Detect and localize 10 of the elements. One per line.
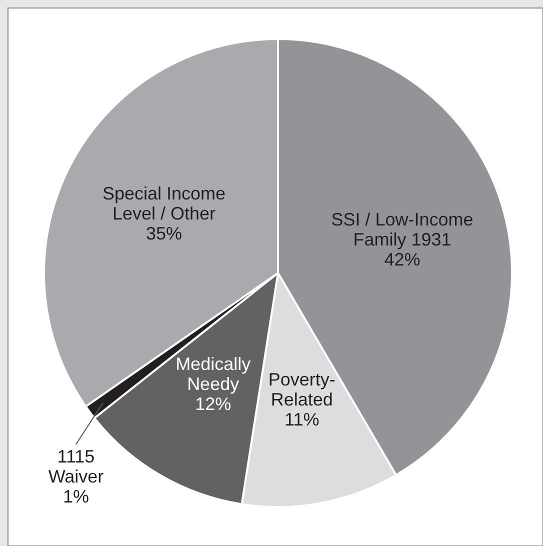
slice-label: SSI / Low-Income Family 1931 [331, 209, 474, 250]
data-label: 11% [284, 409, 320, 430]
slice-label: Poverty- Related [268, 369, 336, 410]
data-label: 1% [62, 486, 89, 506]
data-label: 12% [195, 394, 232, 414]
slice-label: 1115 Waiver [48, 446, 104, 486]
data-label: 35% [146, 223, 182, 244]
slice-label: Medically Needy [176, 354, 251, 394]
slice-label: Special Income Level / Other [102, 183, 226, 224]
data-label: 42% [384, 249, 420, 270]
